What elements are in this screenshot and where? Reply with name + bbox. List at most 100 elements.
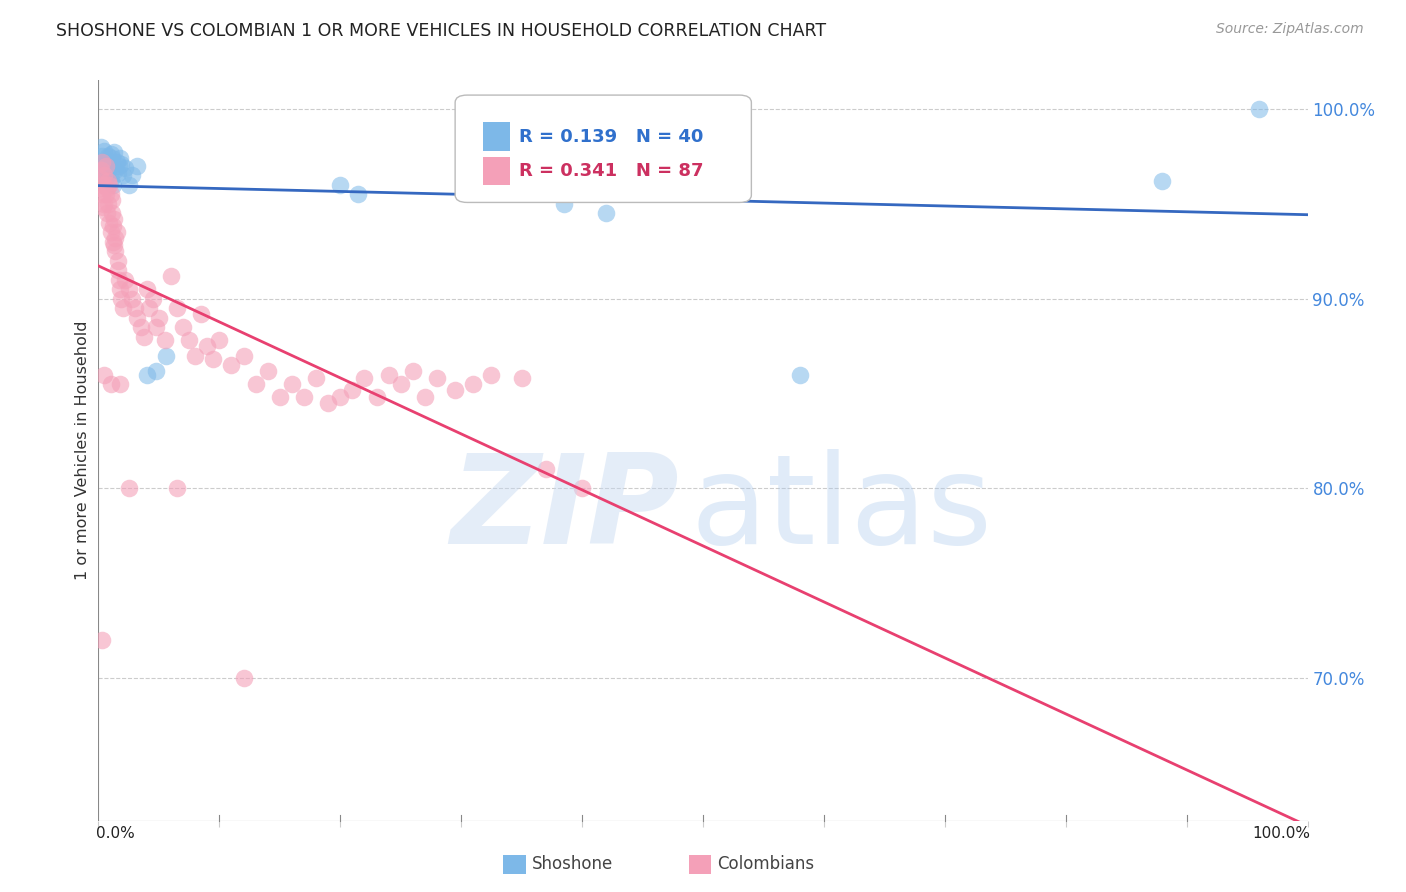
Point <box>129 320 152 334</box>
Point <box>145 364 167 378</box>
Point <box>595 206 617 220</box>
Point <box>108 159 131 173</box>
Y-axis label: 1 or more Vehicles in Household: 1 or more Vehicles in Household <box>75 321 90 580</box>
Point <box>510 371 533 385</box>
Text: 100.0%: 100.0% <box>1251 826 1310 841</box>
Point <box>101 178 124 192</box>
Point <box>148 310 170 325</box>
Point <box>166 482 188 496</box>
Point <box>232 349 254 363</box>
Point <box>108 282 131 296</box>
Point <box>110 292 132 306</box>
Point <box>91 187 114 202</box>
Point <box>292 390 315 404</box>
Point <box>111 301 134 315</box>
Text: R = 0.341   N = 87: R = 0.341 N = 87 <box>519 162 704 180</box>
Point <box>98 157 121 171</box>
Point <box>389 377 412 392</box>
Point <box>145 320 167 334</box>
Text: Source: ZipAtlas.com: Source: ZipAtlas.com <box>1216 22 1364 37</box>
Point <box>195 339 218 353</box>
Text: atlas: atlas <box>690 450 993 570</box>
Point <box>100 147 122 161</box>
Point <box>329 178 352 192</box>
Point <box>101 235 124 249</box>
Text: SHOSHONE VS COLOMBIAN 1 OR MORE VEHICLES IN HOUSEHOLD CORRELATION CHART: SHOSHONE VS COLOMBIAN 1 OR MORE VEHICLES… <box>56 22 827 40</box>
Point <box>100 206 122 220</box>
Point <box>329 390 352 404</box>
Point <box>98 216 121 230</box>
Point <box>91 178 114 192</box>
Point <box>108 151 131 165</box>
Point <box>96 161 118 175</box>
Point <box>269 390 291 404</box>
Point <box>91 155 114 169</box>
Point <box>142 292 165 306</box>
Point <box>377 368 399 382</box>
Point <box>103 145 125 160</box>
Point <box>90 172 112 186</box>
Point <box>96 206 118 220</box>
Point <box>91 162 114 177</box>
Point <box>135 368 157 382</box>
Point <box>107 166 129 180</box>
Point <box>107 263 129 277</box>
Point <box>281 377 304 392</box>
Point <box>96 181 118 195</box>
Point <box>305 371 328 385</box>
Text: R = 0.139   N = 40: R = 0.139 N = 40 <box>519 128 703 145</box>
Point <box>256 364 278 378</box>
Point <box>245 377 267 392</box>
Point <box>426 371 449 385</box>
Point <box>134 329 156 343</box>
Point <box>97 149 120 163</box>
Point <box>135 282 157 296</box>
Point <box>108 377 131 392</box>
Point <box>107 253 129 268</box>
Point <box>111 168 134 182</box>
Point <box>789 368 811 382</box>
Point <box>98 178 121 192</box>
Point <box>208 334 231 348</box>
Point <box>89 181 111 195</box>
Point <box>444 383 467 397</box>
Point <box>91 201 114 215</box>
Point <box>184 349 207 363</box>
Point <box>118 178 141 192</box>
Point <box>91 168 114 182</box>
Point <box>114 161 136 175</box>
Point <box>105 155 128 169</box>
Point <box>100 193 122 207</box>
Point <box>94 170 117 185</box>
Point <box>93 159 115 173</box>
Point <box>481 368 503 382</box>
Point <box>110 157 132 171</box>
Point <box>118 282 141 296</box>
Point <box>342 383 364 397</box>
Point <box>90 162 112 177</box>
Point <box>232 671 254 685</box>
Point <box>93 196 115 211</box>
Point <box>172 320 194 334</box>
Point <box>94 159 117 173</box>
Point <box>104 244 127 259</box>
Point <box>347 187 370 202</box>
Point <box>190 307 212 321</box>
FancyBboxPatch shape <box>482 157 509 186</box>
Point <box>179 334 201 348</box>
Text: ZIP: ZIP <box>450 450 679 570</box>
Point <box>571 482 593 496</box>
Point <box>160 268 183 283</box>
Point <box>93 168 115 182</box>
Point <box>91 155 114 169</box>
Point <box>100 172 122 186</box>
Point <box>101 219 124 234</box>
Point <box>91 633 114 648</box>
Point <box>124 301 146 315</box>
Point <box>413 390 436 404</box>
Text: Colombians: Colombians <box>717 855 814 873</box>
Point <box>100 225 122 239</box>
Point <box>221 358 243 372</box>
Point <box>553 196 575 211</box>
Point <box>366 390 388 404</box>
